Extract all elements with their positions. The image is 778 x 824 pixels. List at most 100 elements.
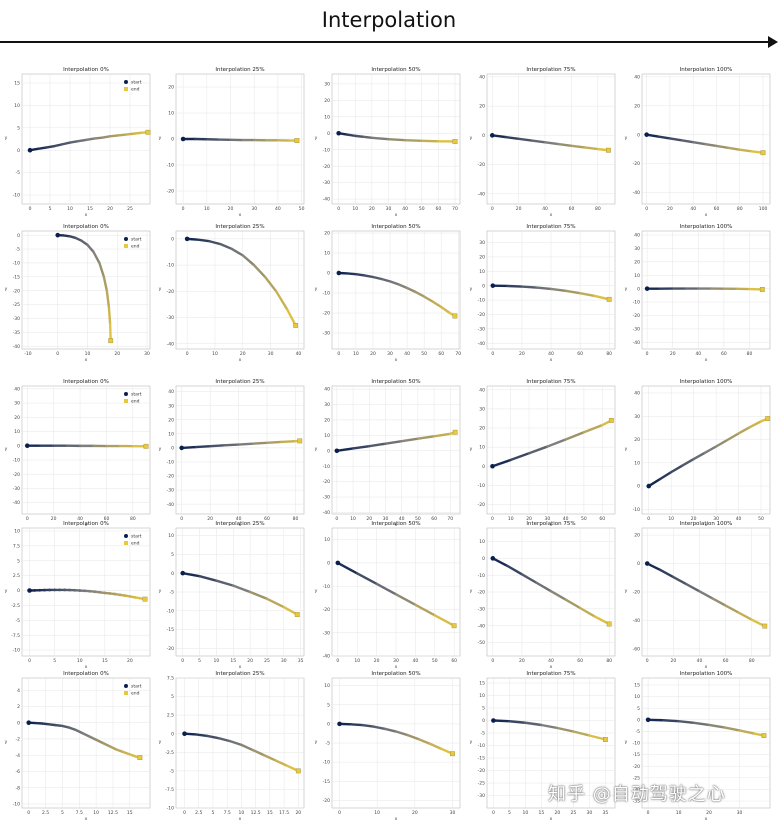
line-segment bbox=[223, 443, 240, 447]
x-tick-label: 20 bbox=[667, 206, 673, 212]
y-tick-label: 0 bbox=[637, 484, 640, 490]
y-tick-label: 30 bbox=[479, 407, 485, 413]
x-tick-label: 10 bbox=[352, 206, 358, 212]
series-line bbox=[336, 561, 456, 627]
x-tick-label: 0 bbox=[29, 206, 32, 212]
y-tick-label: 0 bbox=[171, 731, 174, 737]
y-tick-label: -20 bbox=[323, 311, 330, 317]
chart-1-3: Interpolation 50% 0 10 20 30 40 50 60 70 30 20 10 0 -… bbox=[315, 67, 461, 218]
y-tick-label: 0 bbox=[171, 571, 174, 577]
y-tick-label: -30 bbox=[13, 486, 20, 492]
line-segment bbox=[508, 720, 527, 724]
y-tick-label: 10 bbox=[14, 429, 20, 435]
legend-start-marker bbox=[124, 684, 128, 688]
x-tick-label: 50 bbox=[581, 516, 587, 522]
plot-frame bbox=[486, 385, 616, 515]
start-marker bbox=[490, 283, 496, 288]
line-segment bbox=[180, 445, 198, 450]
x-tick-label: 20 bbox=[670, 658, 676, 664]
x-axis-label: x bbox=[85, 665, 88, 670]
chart-title: Interpolation 0% bbox=[63, 671, 109, 677]
data-point bbox=[83, 589, 87, 593]
x-tick-label: 40 bbox=[275, 206, 281, 212]
start-marker bbox=[491, 718, 496, 723]
line-segment bbox=[384, 440, 403, 445]
line-segment bbox=[646, 562, 662, 572]
x-tick-label: 50 bbox=[758, 516, 764, 522]
y-tick-label: -40 bbox=[167, 502, 174, 508]
chart-title: Interpolation 50% bbox=[371, 379, 420, 385]
y-tick-label: -35 bbox=[633, 799, 640, 805]
y-tick-label: 20 bbox=[479, 104, 485, 110]
y-tick-label: -20 bbox=[633, 764, 640, 770]
y-tick-label: 0 bbox=[482, 556, 485, 562]
line-segment bbox=[506, 284, 524, 288]
line-segment bbox=[417, 737, 432, 745]
y-axis-label: y bbox=[470, 136, 473, 141]
x-tick-label: 0 bbox=[647, 810, 650, 816]
line-segment bbox=[194, 733, 209, 738]
line-segment bbox=[360, 723, 375, 728]
chart-4-2: Interpolation 25% 0 5 10 15 20 25 30 35 10 5 0 -5 -10… bbox=[159, 521, 305, 670]
x-tick-label: 50 bbox=[419, 206, 425, 212]
y-tick-label: 20 bbox=[324, 231, 330, 237]
line-segment bbox=[549, 589, 567, 601]
start-marker bbox=[179, 445, 184, 451]
x-tick-label: 0 bbox=[337, 351, 340, 357]
y-tick-label: 10 bbox=[14, 529, 20, 535]
x-tick-label: 0 bbox=[186, 351, 189, 357]
x-tick-label: 10 bbox=[212, 351, 218, 357]
chart-title: Interpolation 0% bbox=[63, 521, 109, 527]
legend-label: end bbox=[131, 244, 140, 250]
x-tick-label: 0 bbox=[183, 810, 186, 816]
legend-label: start bbox=[131, 534, 142, 540]
line-segment bbox=[356, 572, 378, 586]
x-tick-label: 0 bbox=[491, 658, 494, 664]
line-segment bbox=[215, 579, 235, 587]
x-tick-label: 60 bbox=[599, 516, 605, 522]
y-tick-label: 0 bbox=[17, 443, 20, 449]
y-tick-label: -10 bbox=[633, 507, 640, 513]
line-segment bbox=[714, 438, 729, 448]
y-tick-label: 0 bbox=[17, 588, 20, 594]
legend-start-marker bbox=[124, 237, 128, 241]
y-axis-label: y bbox=[625, 287, 628, 292]
y-axis-label: y bbox=[470, 447, 473, 452]
x-tick-label: 0 bbox=[645, 206, 648, 212]
x-tick-label: 10 bbox=[239, 810, 245, 816]
y-tick-label: -40 bbox=[478, 341, 485, 347]
y-tick-label: -10 bbox=[13, 193, 20, 199]
y-tick-label: 15 bbox=[479, 681, 485, 687]
x-tick-label: 10 bbox=[85, 351, 91, 357]
plot-frame bbox=[641, 73, 771, 205]
y-tick-label: 10 bbox=[479, 445, 485, 451]
chart-title: Interpolation 0% bbox=[63, 67, 109, 73]
x-tick-label: 50 bbox=[415, 516, 421, 522]
data-point bbox=[133, 595, 137, 599]
line-segment bbox=[726, 146, 741, 151]
end-marker bbox=[761, 733, 767, 738]
line-segment bbox=[197, 238, 211, 243]
chart-title: Interpolation 50% bbox=[371, 671, 420, 677]
line-segment bbox=[549, 287, 567, 293]
line-segment bbox=[252, 263, 267, 279]
y-tick-label: -15 bbox=[478, 756, 485, 762]
y-tick-label: 0 bbox=[637, 717, 640, 723]
line-segment bbox=[74, 728, 84, 735]
x-tick-label: 35 bbox=[603, 810, 609, 816]
line-segment bbox=[406, 733, 420, 741]
x-axis-label: x bbox=[550, 817, 553, 822]
line-segment bbox=[564, 289, 582, 295]
plot-frame bbox=[641, 385, 771, 515]
y-tick-label: -15 bbox=[633, 752, 640, 758]
chart-title: Interpolation 75% bbox=[526, 379, 575, 385]
y-tick-label: -30 bbox=[323, 630, 330, 636]
line-segment bbox=[557, 142, 573, 148]
end-marker bbox=[760, 150, 766, 156]
y-tick-label: -10 bbox=[323, 464, 330, 470]
y-tick-label: 30 bbox=[324, 81, 330, 87]
y-tick-label: 10 bbox=[479, 693, 485, 699]
x-axis-label: x bbox=[705, 665, 708, 670]
legend-label: start bbox=[131, 80, 142, 86]
